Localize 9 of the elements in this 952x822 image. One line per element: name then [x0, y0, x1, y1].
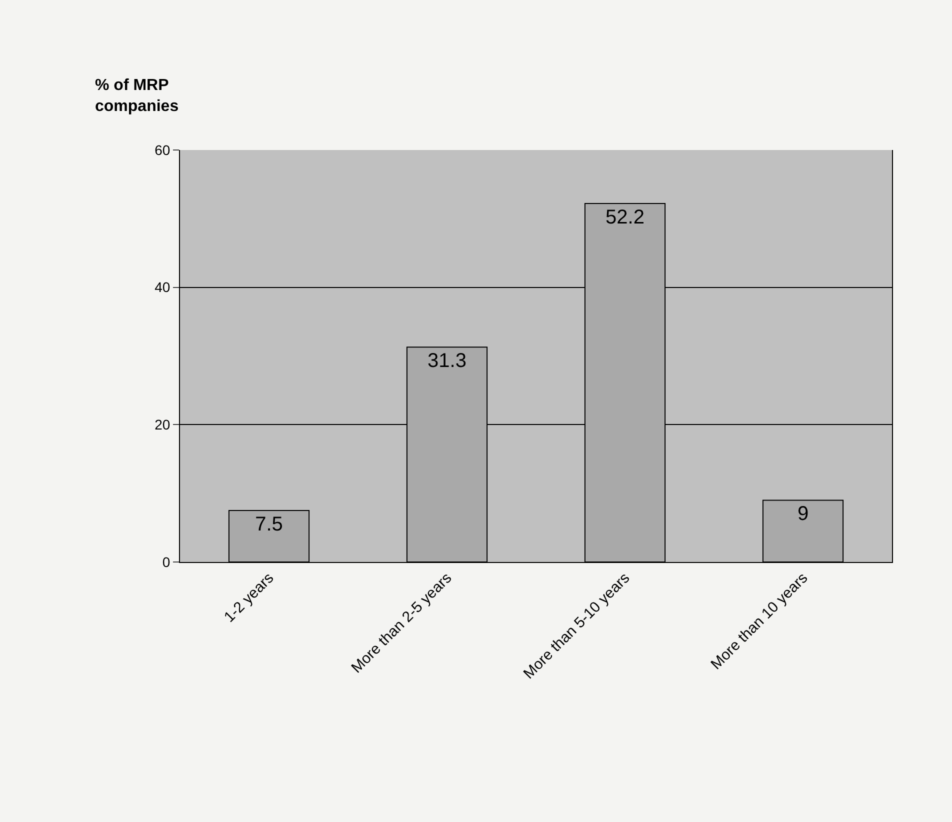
y-tick-label: 60 — [154, 142, 170, 158]
data-label: 31.3 — [428, 350, 466, 372]
y-tick-label: 40 — [154, 279, 170, 296]
data-label: 9 — [797, 503, 809, 526]
data-label: 7.5 — [255, 514, 283, 536]
y-tick-label: 0 — [162, 554, 170, 570]
y-tick-label: 20 — [154, 416, 170, 433]
data-label: 52.2 — [606, 206, 644, 229]
y-axis-title: % of MRP companies — [95, 77, 179, 115]
